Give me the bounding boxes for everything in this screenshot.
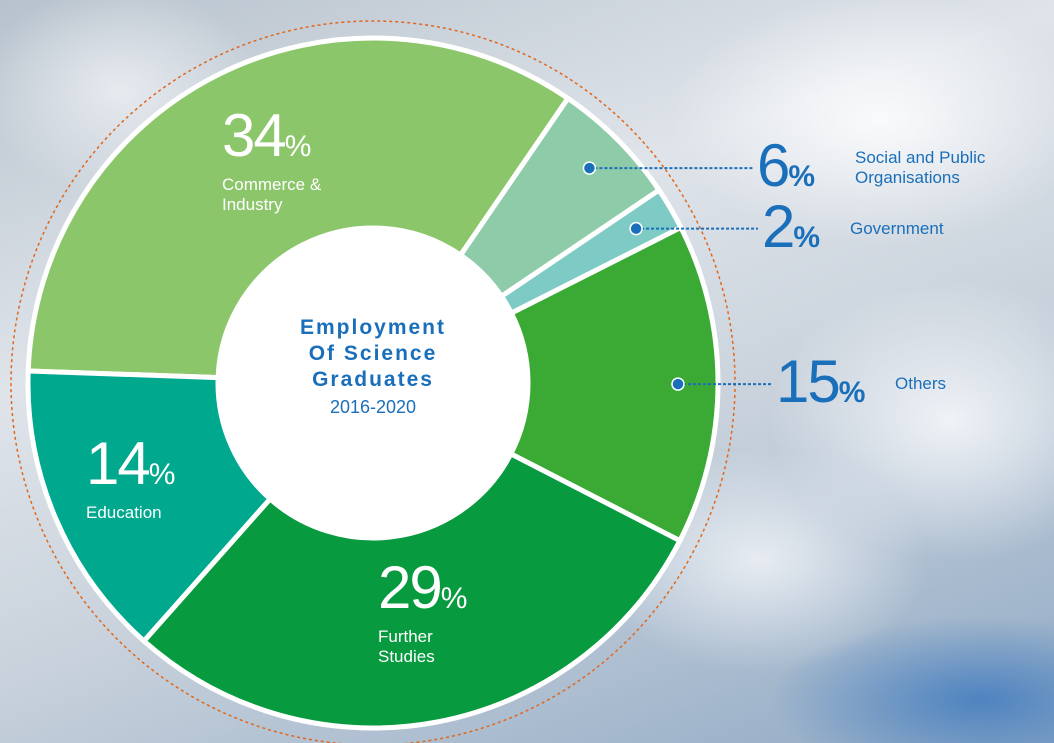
donut-slice <box>25 368 274 645</box>
value-number: 6 <box>757 132 790 200</box>
value-unit: % <box>148 458 176 491</box>
dashed-ring <box>10 20 736 743</box>
category-label: Social and Public Organisations <box>855 148 986 187</box>
category-label: Government <box>850 218 944 238</box>
donut-slice <box>140 450 684 731</box>
value-number: 14 <box>86 430 151 497</box>
value-label: 34% <box>222 106 362 175</box>
leader-dot <box>629 221 643 236</box>
value-label: 14% <box>86 434 206 503</box>
leader-dot <box>582 161 597 175</box>
chart-title: Employment Of Science Graduates <box>299 316 447 391</box>
value-unit: % <box>793 220 821 254</box>
slice-label: 34% Commerce & Industry <box>222 106 362 214</box>
value-unit: % <box>788 160 816 194</box>
category-label: Further Studies <box>378 627 435 666</box>
value-unit: % <box>838 376 866 410</box>
value-label: 15% <box>776 352 866 421</box>
value-unit: % <box>440 582 468 615</box>
category-label: Education <box>86 503 162 522</box>
donut-slice <box>25 35 572 381</box>
leader-dot <box>671 377 685 391</box>
slice-label: 14% Education <box>86 434 206 523</box>
category-label: Commerce & Industry <box>222 175 322 214</box>
value-label: 2% <box>762 196 821 266</box>
center-label: Employment Of Science Graduates 2016-202… <box>283 315 463 418</box>
value-label: 6% <box>757 136 816 205</box>
value-number: 2 <box>762 192 795 260</box>
value-unit: % <box>284 130 312 163</box>
donut-slice <box>507 224 721 545</box>
slice-label: 29% Further Studies <box>378 558 488 666</box>
center-hole <box>220 230 526 536</box>
category-label: Others <box>895 374 947 394</box>
chart-subtitle: 2016-2020 <box>329 397 417 417</box>
value-number: 29 <box>378 554 443 621</box>
value-number: 34 <box>222 102 287 169</box>
value-number: 15 <box>776 348 841 416</box>
value-label: 29% <box>378 558 488 627</box>
